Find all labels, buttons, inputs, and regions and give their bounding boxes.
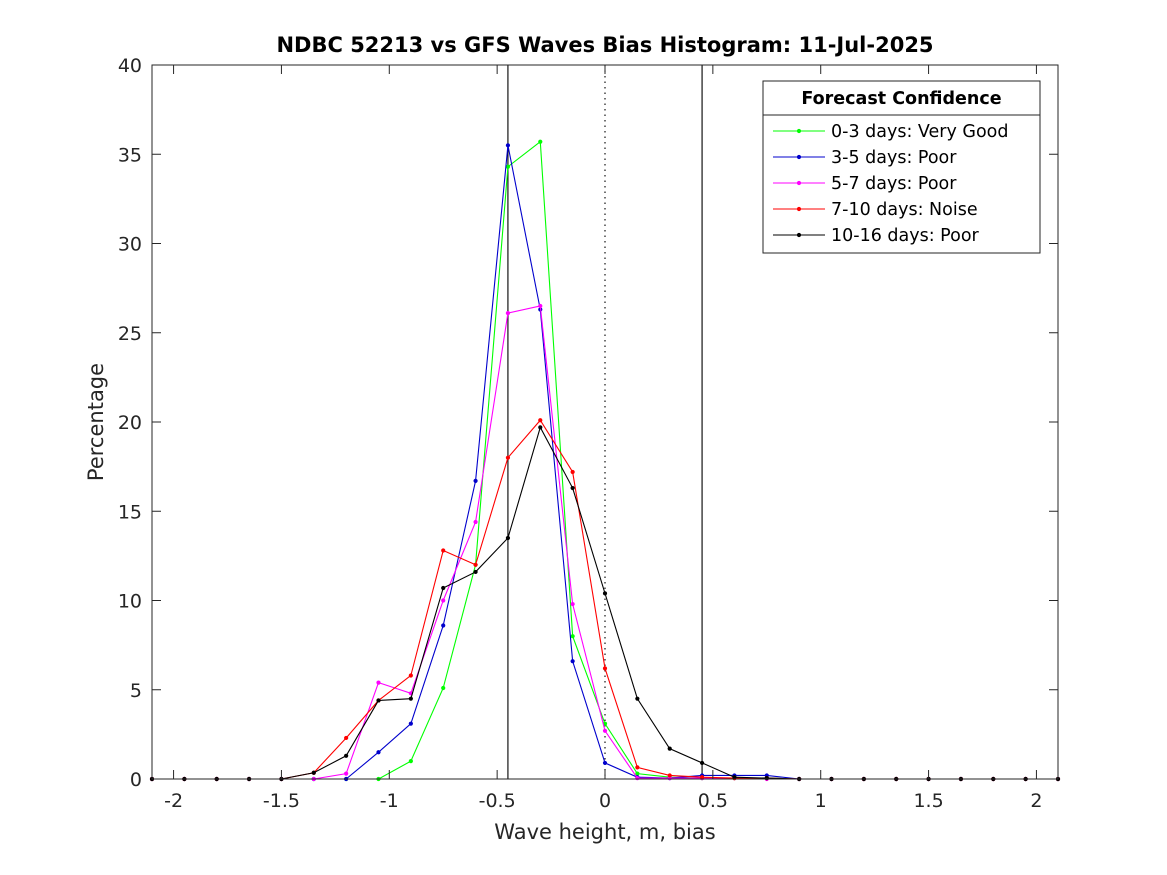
data-point [635,776,640,781]
legend-item: 7-10 days: Noise [773,200,978,220]
data-point [441,548,446,553]
data-point [538,425,543,430]
data-point [635,765,640,770]
legend-item: 5-7 days: Poor [773,174,957,194]
data-point [667,773,672,778]
legend-label: 0-3 days: Very Good [831,122,1009,142]
data-point [570,659,575,664]
data-point [602,591,608,596]
y-tick-label: 30 [118,234,142,256]
data-point [505,164,511,169]
data-point [699,760,705,766]
data-point [538,418,543,423]
legend-swatch-marker [796,154,802,160]
x-tick-label: -1.5 [263,790,300,812]
legend-item: 0-3 days: Very Good [773,122,1009,142]
plot-frame [151,64,1059,780]
legend-label: 3-5 days: Poor [831,148,957,168]
data-point [635,696,640,701]
data-point [699,775,705,780]
reference-lines [507,65,703,779]
y-tick-label: 10 [118,591,142,613]
legend-title: Forecast Confidence [801,89,1001,109]
data-point [408,673,413,678]
x-axis-label: Wave height, m, bias [494,820,715,844]
data-point [602,666,608,671]
data-point [441,623,446,628]
legend-box [762,80,1041,254]
y-axis-label: Percentage [84,363,108,481]
data-point [570,634,575,639]
legend-label: 10-16 days: Poor [831,226,980,246]
data-point [344,735,349,741]
data-point [473,569,478,575]
data-point [635,771,640,776]
data-point [764,776,769,781]
data-point [441,598,446,603]
x-tick-label: 2 [1030,790,1042,812]
y-tick-label: 25 [118,323,142,345]
data-point [376,698,381,703]
x-tick-label: 0 [599,790,611,812]
data-point [505,311,511,316]
data-point [732,775,737,780]
data-point [344,771,349,776]
chart-title: NDBC 52213 vs GFS Waves Bias Histogram: … [276,33,933,57]
y-tick-label: 40 [118,55,142,77]
data-point [602,728,608,733]
data-point [408,696,413,701]
data-point [311,770,316,775]
legend-swatch-marker [796,128,802,134]
data-point [473,519,478,525]
data-point [473,562,478,567]
legend-swatch-marker [796,232,802,238]
data-point [602,760,608,766]
legend-item: 10-16 days: Poor [773,226,980,246]
data-point [473,478,478,484]
legend-label: 5-7 days: Poor [831,174,957,194]
y-tick-label: 15 [118,501,142,523]
x-tick-label: 1 [815,790,827,812]
x-tick-label: -0.5 [479,790,516,812]
legend-swatch-marker [796,206,802,212]
x-tick-label: -1 [380,790,399,812]
data-point [408,759,413,764]
x-tick-label: 0.5 [698,790,728,812]
data-point [538,139,543,144]
data-point [376,750,381,755]
data-point [570,469,575,475]
legend: Forecast Confidence 0-3 days: Very Good 3… [762,80,1041,254]
y-tick-label: 5 [130,680,142,702]
data-point [441,685,446,691]
legend-items: 0-3 days: Very Good 3-5 days: Poor 5-7 day… [773,122,1009,246]
data-point [538,303,543,309]
y-tick-label: 35 [118,144,142,166]
data-point [505,143,511,148]
legend-label: 7-10 days: Noise [831,200,978,220]
data-point [570,485,575,491]
data-point [376,680,381,685]
x-tick-label: 1.5 [913,790,943,812]
legend-swatch-marker [796,180,802,186]
data-point [441,585,446,591]
legend-item: 3-5 days: Poor [773,148,957,168]
data-point [344,753,349,758]
data-point [505,535,511,541]
y-tick-label: 20 [118,412,142,434]
x-tick-label: -2 [164,790,183,812]
y-tick-label: 0 [130,769,142,791]
data-point [667,746,672,751]
data-point [570,601,575,607]
data-point [505,455,511,460]
data-point [408,721,413,726]
